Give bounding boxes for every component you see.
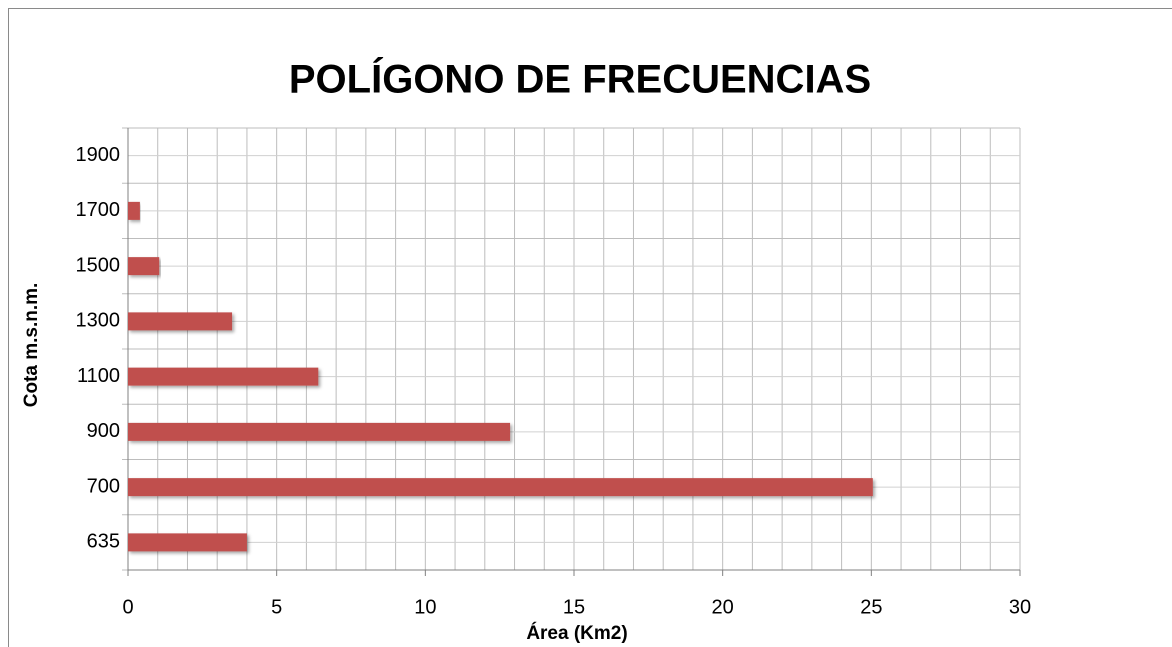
y-axis-label: Cota m.s.n.m. <box>21 283 42 408</box>
y-tick-label: 1300 <box>76 310 121 332</box>
bar <box>128 201 140 220</box>
bar <box>128 533 247 552</box>
bar <box>128 312 233 331</box>
bar <box>128 478 873 497</box>
bar <box>128 367 319 386</box>
x-tick-label: 10 <box>414 596 436 618</box>
y-tick-label: 700 <box>87 475 120 497</box>
x-axis-label: Área (Km2) <box>526 622 627 644</box>
y-tick-label: 1700 <box>76 199 121 221</box>
y-tick-label: 900 <box>87 420 120 442</box>
x-tick-label: 5 <box>271 596 282 618</box>
x-tick-label: 25 <box>860 596 882 618</box>
bar <box>128 257 160 276</box>
y-tick-label: 1100 <box>77 365 120 387</box>
y-tick-label: 635 <box>87 531 120 553</box>
x-tick-label: 15 <box>563 596 585 618</box>
x-tick-label: 30 <box>1009 596 1031 618</box>
y-tick-label: 1500 <box>76 254 121 276</box>
x-tick-label: 20 <box>712 596 734 618</box>
chart-title: POLÍGONO DE FRECUENCIAS <box>289 57 871 102</box>
y-tick-label: 1900 <box>76 144 121 166</box>
x-tick-label: 0 <box>122 596 133 618</box>
bar <box>128 422 511 441</box>
